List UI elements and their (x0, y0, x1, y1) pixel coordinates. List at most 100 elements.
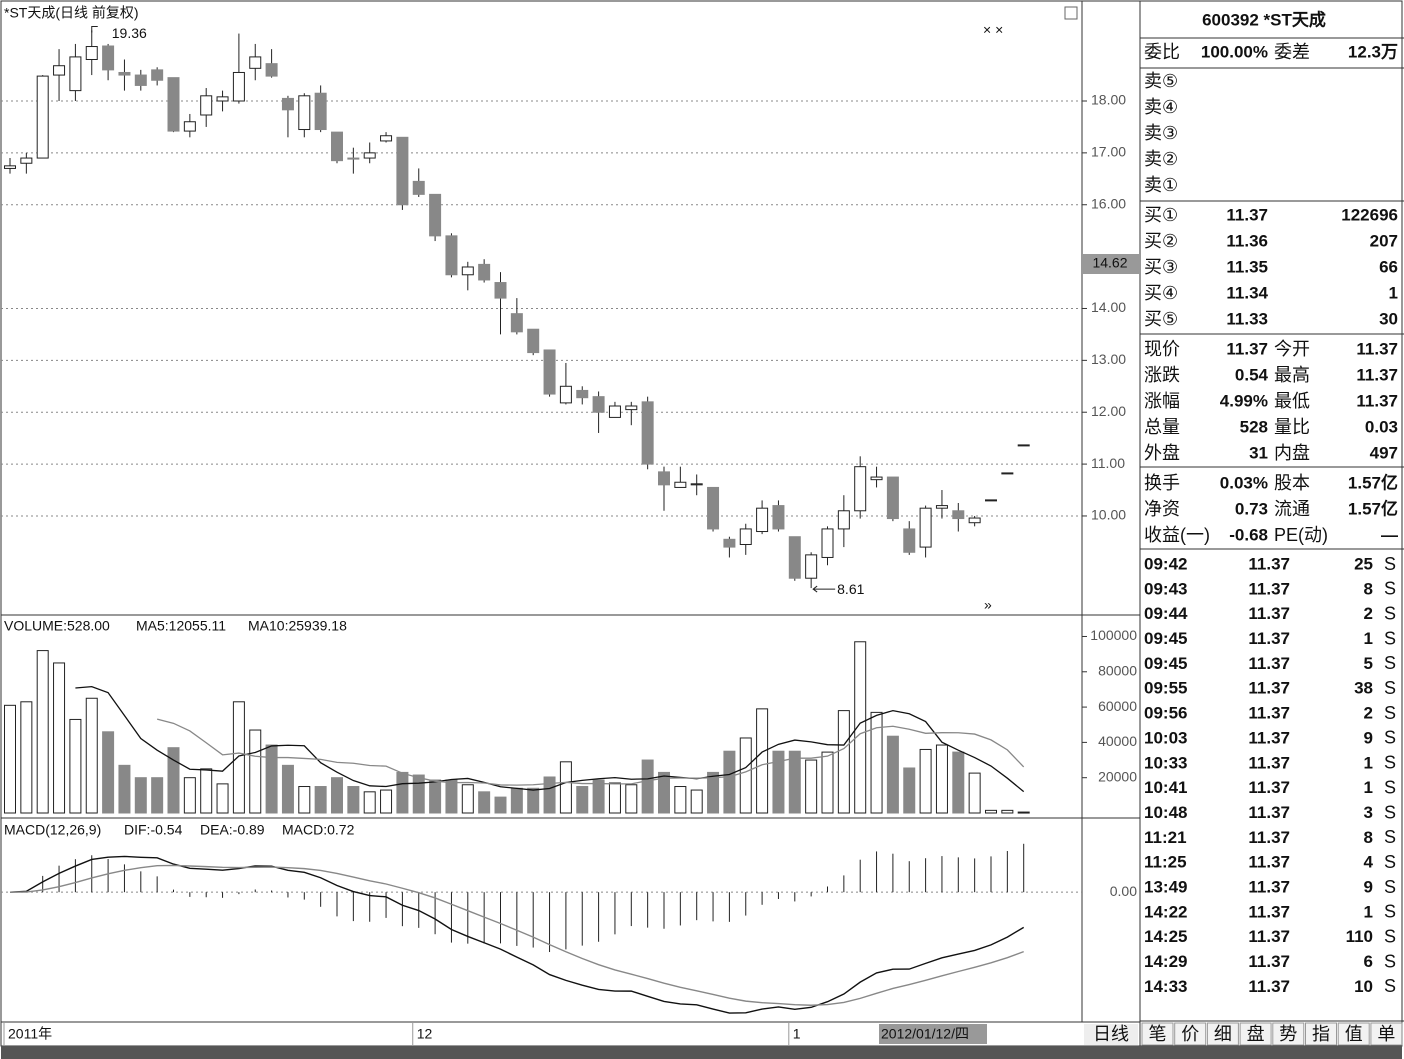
volume-bar (134, 777, 147, 814)
stat-value: 11.37 (1226, 339, 1268, 358)
trade-price: 11.37 (1248, 654, 1290, 673)
volume-bar (298, 786, 311, 814)
y-tick-label: 12.00 (1091, 403, 1126, 419)
candle-body (886, 476, 899, 520)
tab-label[interactable]: 指 (1312, 1024, 1330, 1044)
trade-time: 09:42 (1144, 554, 1187, 573)
volume-bar (985, 809, 997, 814)
period-tab-label[interactable]: 日线 (1093, 1024, 1129, 1044)
trade-side: S (1384, 852, 1396, 872)
candle-body (935, 505, 948, 509)
candle-body (151, 69, 164, 81)
candle-body (102, 45, 115, 71)
scroll-icon[interactable]: » (984, 597, 992, 613)
volume-bar (919, 748, 932, 814)
stat-value: 31 (1249, 443, 1268, 462)
tab-label[interactable]: 笔 (1149, 1024, 1167, 1044)
trade-side: S (1384, 902, 1396, 922)
tab-label[interactable]: 单 (1377, 1024, 1395, 1044)
candle-body (298, 95, 311, 131)
buy-volume: 30 (1379, 309, 1398, 328)
sell-label: 卖② (1144, 149, 1178, 169)
candle-body (559, 385, 572, 404)
volume-ma10: MA10:25939.18 (248, 618, 347, 634)
trade-price: 11.37 (1248, 604, 1290, 623)
trade-time: 11:25 (1144, 853, 1187, 872)
status-bar (1, 1046, 1402, 1059)
candle-body (429, 193, 442, 237)
stat-label: 流通 (1274, 499, 1310, 519)
tab[interactable] (1272, 1022, 1305, 1046)
candle-body (281, 97, 294, 111)
candle-body (69, 56, 82, 92)
trade-time: 14:25 (1144, 927, 1187, 946)
stat-label: 股本 (1274, 473, 1310, 493)
macd-title: MACD(12,26,9) (4, 822, 101, 838)
candle-body (232, 71, 245, 102)
candle-body (723, 538, 736, 548)
volume-bar (1017, 811, 1030, 814)
high-arrow (91, 25, 98, 33)
close-icons[interactable]: × × (983, 22, 1003, 38)
candle-body (478, 263, 491, 281)
trade-volume: 1 (1364, 778, 1373, 797)
buy-price: 11.34 (1226, 283, 1268, 302)
trade-volume: 4 (1364, 853, 1374, 872)
candle-body (36, 75, 49, 159)
trade-price: 11.37 (1248, 679, 1290, 698)
tab[interactable] (1370, 1022, 1403, 1046)
tab-label[interactable]: 细 (1214, 1024, 1232, 1044)
candle-body (363, 152, 376, 159)
stat-label: 量比 (1274, 417, 1310, 437)
volume-bar (167, 747, 180, 814)
diff-label: 委差 (1274, 42, 1310, 62)
volume-bar (625, 784, 638, 814)
trade-volume: 2 (1364, 704, 1373, 723)
tab[interactable] (1239, 1022, 1272, 1046)
volume-bar (658, 771, 670, 814)
candle-body (985, 499, 997, 502)
volume-bar (723, 750, 736, 814)
sell-label: 卖① (1144, 175, 1178, 195)
tab[interactable] (1206, 1022, 1239, 1046)
buy-price: 11.36 (1226, 231, 1268, 250)
trade-price: 11.37 (1248, 803, 1290, 822)
tab[interactable] (1141, 1022, 1174, 1046)
maximize-icon[interactable] (1064, 6, 1078, 20)
candle-body (903, 528, 916, 553)
trade-time: 14:22 (1144, 902, 1187, 921)
tab[interactable] (1337, 1022, 1370, 1046)
candle-body (772, 505, 785, 530)
volume-bar (903, 767, 916, 814)
macd-dif: DIF:-0.54 (124, 822, 183, 838)
stat-value: -0.68 (1229, 525, 1268, 544)
candle-body (837, 510, 850, 530)
ratio-value: 100.00% (1201, 42, 1268, 61)
stat-value: 11.37 (1356, 365, 1398, 384)
stat-label: PE(动) (1274, 525, 1328, 545)
volume-bar (249, 729, 262, 814)
volume-ma-line (156, 718, 1025, 786)
trade-side: S (1384, 653, 1396, 673)
tab-label[interactable]: 值 (1345, 1024, 1363, 1044)
buy-label: 买① (1144, 205, 1178, 225)
volume-bar (837, 710, 850, 814)
buy-label: 买④ (1144, 283, 1178, 303)
buy-label: 买③ (1144, 257, 1178, 277)
stat-label: 内盘 (1274, 443, 1310, 463)
buy-volume: 1 (1389, 283, 1398, 302)
tab-label[interactable]: 势 (1279, 1024, 1297, 1044)
period-tab[interactable] (1084, 1024, 1138, 1045)
tab-label[interactable]: 价 (1181, 1024, 1199, 1044)
trade-side: S (1384, 802, 1396, 822)
volume-bar (805, 759, 818, 814)
trade-price: 11.37 (1248, 554, 1290, 573)
volume-bar (1001, 809, 1014, 814)
tab[interactable] (1174, 1022, 1207, 1046)
tab-label[interactable]: 盘 (1247, 1024, 1265, 1044)
tab[interactable] (1305, 1022, 1337, 1046)
volume-bar (756, 708, 769, 814)
trade-side: S (1384, 603, 1396, 623)
stat-value: 0.73 (1235, 499, 1268, 518)
